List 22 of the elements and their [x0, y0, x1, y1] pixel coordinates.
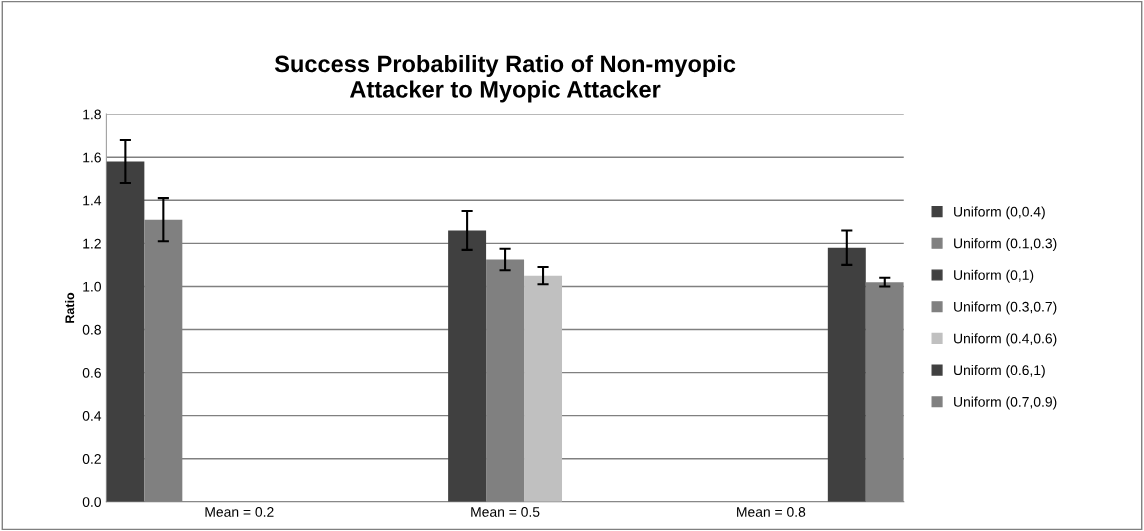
- legend-label: Uniform (0,0.4): [954, 206, 1045, 220]
- y-tick-label: 1.6: [83, 152, 101, 163]
- legend-label: Uniform (0,1): [954, 269, 1034, 283]
- y-tick-label: 0.2: [82, 454, 101, 464]
- y-tick-label: 0.4: [82, 410, 102, 421]
- y-tick-label: 1.4: [83, 195, 102, 206]
- y-tick-label: 0.6: [82, 367, 101, 378]
- x-tick-label: Mean = 0.5: [471, 507, 540, 517]
- legend-label: Uniform (0.6,1): [954, 364, 1045, 378]
- x-tick-label: Mean = 0.2: [205, 507, 274, 517]
- y-axis-title: Ratio: [65, 292, 75, 323]
- legend-label: Uniform (0.1,0.3): [954, 238, 1057, 252]
- y-tick-label: 1.8: [83, 109, 101, 120]
- legend-label: Uniform (0.7,0.9): [954, 396, 1057, 410]
- x-tick-label: Mean = 0.8: [737, 507, 806, 517]
- chart-title: Success Probability Ratio of Non-myopic Attacker to Myopic Attacker: [274, 54, 736, 103]
- y-tick-label: 0.8: [82, 324, 101, 335]
- y-tick-label: 1.0: [83, 281, 101, 292]
- legend-label: Uniform (0.4,0.6): [954, 333, 1057, 347]
- legend-label: Uniform (0.3,0.7): [954, 301, 1057, 315]
- y-tick-label: 1.2: [83, 238, 101, 249]
- y-tick-label: 0.0: [82, 497, 101, 507]
